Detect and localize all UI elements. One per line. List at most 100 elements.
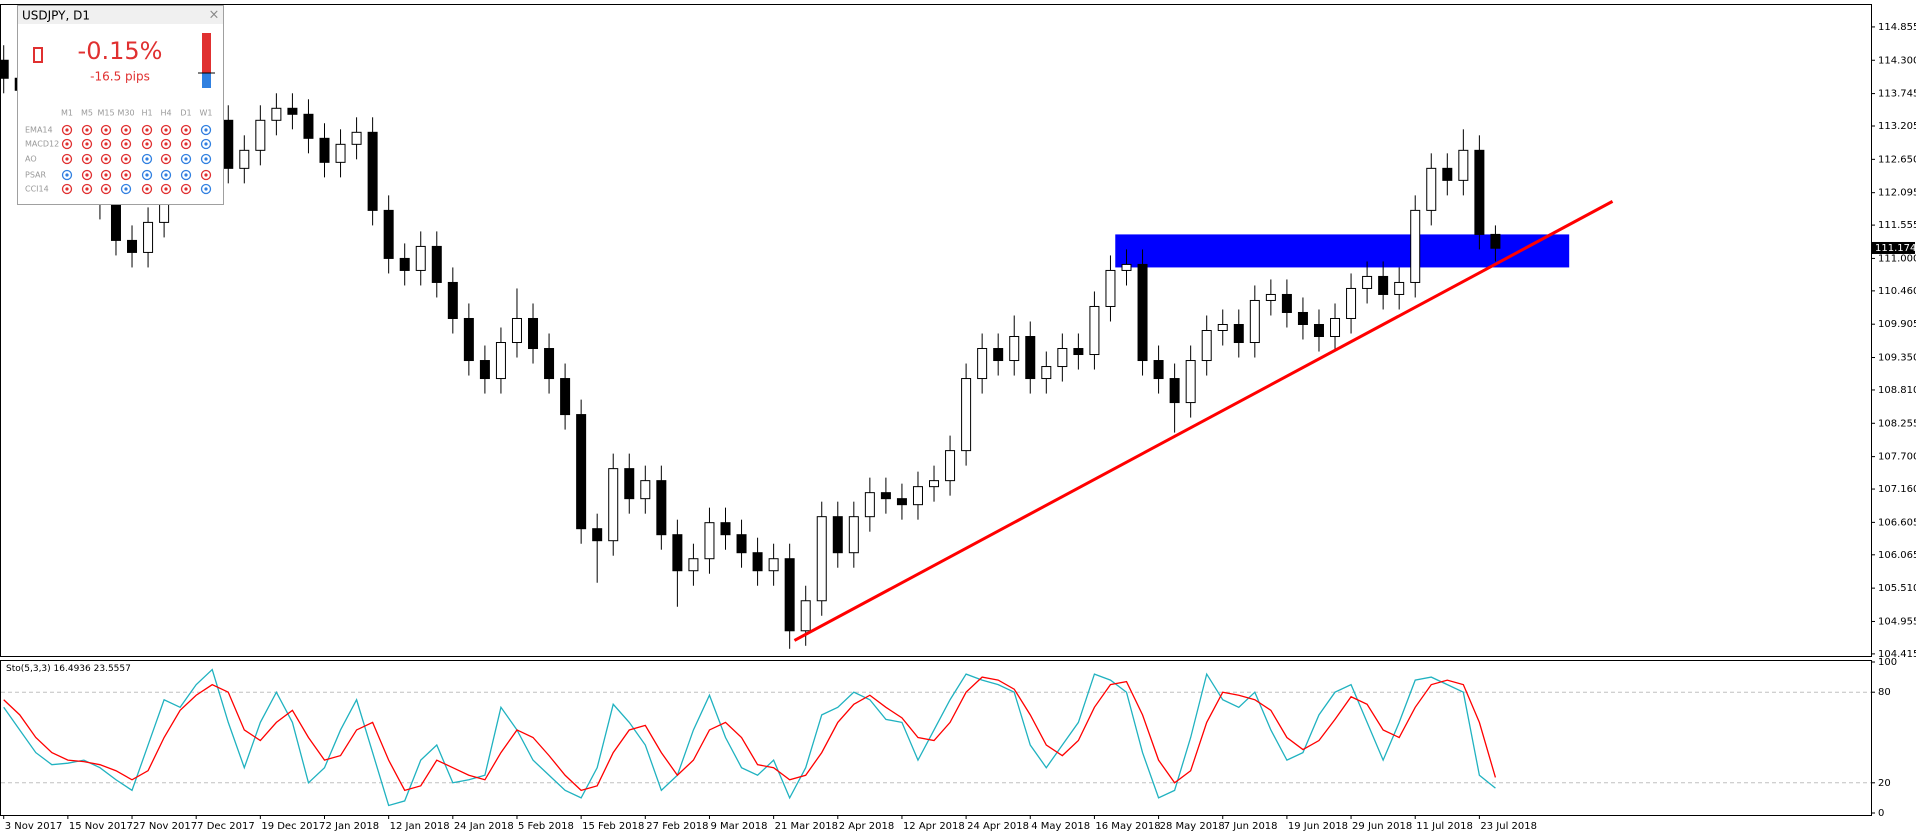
close-button[interactable]: × — [209, 8, 220, 23]
candle-body — [110, 203, 121, 241]
oscillator-label: Sto(5,3,3) 16.4936 23.5557 — [6, 664, 131, 674]
y-tick-label: 113.745 — [1878, 89, 1916, 100]
widget-titlebar — [18, 6, 223, 24]
signal-dot — [164, 142, 168, 146]
signal-ring — [141, 183, 153, 195]
signal-ring — [200, 138, 212, 150]
signal-ring — [160, 169, 172, 181]
signal-dot — [85, 157, 89, 161]
y-tick-label: 111.000 — [1878, 253, 1916, 264]
signal-dot — [85, 173, 89, 177]
candle-body — [431, 245, 442, 283]
timeframe-label: H4 — [160, 109, 171, 118]
candle-body — [0, 59, 9, 79]
candle-body — [672, 534, 683, 572]
candle-body — [1057, 348, 1068, 368]
signal-ring — [120, 138, 132, 150]
signal-ring — [200, 169, 212, 181]
candle-body — [447, 281, 458, 319]
signal-dot — [85, 128, 89, 132]
signal-ring — [160, 138, 172, 150]
price-panel — [0, 4, 1872, 657]
y-tick-label: 105.510 — [1878, 583, 1916, 594]
signal-dot — [184, 173, 188, 177]
signal-ring — [120, 169, 132, 181]
candle-body — [528, 317, 539, 350]
timeframe-label: M30 — [117, 109, 134, 118]
x-tick-label: 15 Nov 2017 — [69, 821, 133, 832]
x-tick-label: 29 Jun 2018 — [1352, 821, 1412, 832]
candle-body — [479, 360, 490, 380]
candle-body — [656, 480, 667, 536]
candle-body — [784, 558, 795, 632]
candle-body — [640, 480, 651, 500]
y-tick-label: 100 — [1878, 657, 1897, 668]
x-tick-label: 4 May 2018 — [1031, 821, 1090, 832]
x-tick-label: 27 Feb 2018 — [646, 821, 708, 832]
signal-dot — [85, 187, 89, 191]
candle-body — [1009, 336, 1020, 362]
signal-ring — [200, 183, 212, 195]
signal-dot — [204, 128, 208, 132]
signal-dot — [204, 142, 208, 146]
strength-bar-buy — [202, 73, 211, 88]
candle-body — [1394, 281, 1405, 295]
oscillator-signal-value: 23.5557 — [94, 664, 131, 674]
oscillator-title: Sto(5,3,3) — [6, 664, 51, 674]
x-tick-label: 15 Feb 2018 — [582, 821, 644, 832]
signal-dot — [104, 157, 108, 161]
x-tick-label: 16 May 2018 — [1095, 821, 1160, 832]
x-tick-label: 7 Jun 2018 — [1224, 821, 1278, 832]
signal-dot — [184, 187, 188, 191]
indicator-label: MACD12 — [25, 140, 59, 149]
signal-ring — [180, 169, 192, 181]
signal-ring — [61, 124, 73, 136]
signal-dot — [164, 157, 168, 161]
y-tick-label: 106.065 — [1878, 550, 1916, 561]
y-tick-label: 107.700 — [1878, 452, 1916, 463]
signal-dot — [85, 142, 89, 146]
signal-ring — [200, 153, 212, 165]
y-tick-label: 104.955 — [1878, 616, 1916, 627]
signal-ring — [100, 169, 112, 181]
indicator-label: PSAR — [25, 171, 47, 180]
y-tick-label: 104.415 — [1878, 649, 1916, 660]
signal-dot — [145, 187, 149, 191]
candle-body — [1041, 366, 1052, 380]
signal-ring — [141, 124, 153, 136]
signal-ring — [160, 153, 172, 165]
y-tick-label: 109.350 — [1878, 353, 1916, 364]
candle-body — [832, 516, 843, 554]
signal-dot — [164, 173, 168, 177]
x-tick-label: 2 Jan 2018 — [326, 821, 380, 832]
timeframe-label: M5 — [81, 109, 93, 118]
signal-dot — [204, 157, 208, 161]
candle-body — [592, 528, 603, 542]
signal-ring — [100, 124, 112, 136]
candle-body — [1362, 275, 1373, 289]
signal-ring — [81, 169, 93, 181]
candle-body — [560, 378, 571, 416]
candle-body — [880, 492, 891, 500]
candle-body — [544, 348, 555, 380]
signal-dot — [104, 187, 108, 191]
candle-body — [1089, 305, 1100, 356]
candle-body — [816, 516, 827, 602]
x-tick-label: 2 Apr 2018 — [839, 821, 894, 832]
signal-dot — [145, 157, 149, 161]
signal-dot — [124, 187, 128, 191]
candle-body — [688, 558, 699, 572]
last-price-label: 111.174 — [1875, 243, 1916, 254]
widget-frame — [17, 5, 224, 205]
oscillator-main-value: 16.4936 — [54, 664, 91, 674]
signal-ring — [180, 153, 192, 165]
signal-dot — [145, 142, 149, 146]
candle-body — [287, 107, 298, 115]
y-tick-label: 111.555 — [1878, 220, 1916, 231]
signal-ring — [100, 153, 112, 165]
signal-dot — [184, 128, 188, 132]
y-tick-label: 112.095 — [1878, 188, 1916, 199]
y-tick-label: 80 — [1878, 687, 1891, 698]
candle-body — [415, 245, 426, 271]
signal-dot — [65, 157, 69, 161]
